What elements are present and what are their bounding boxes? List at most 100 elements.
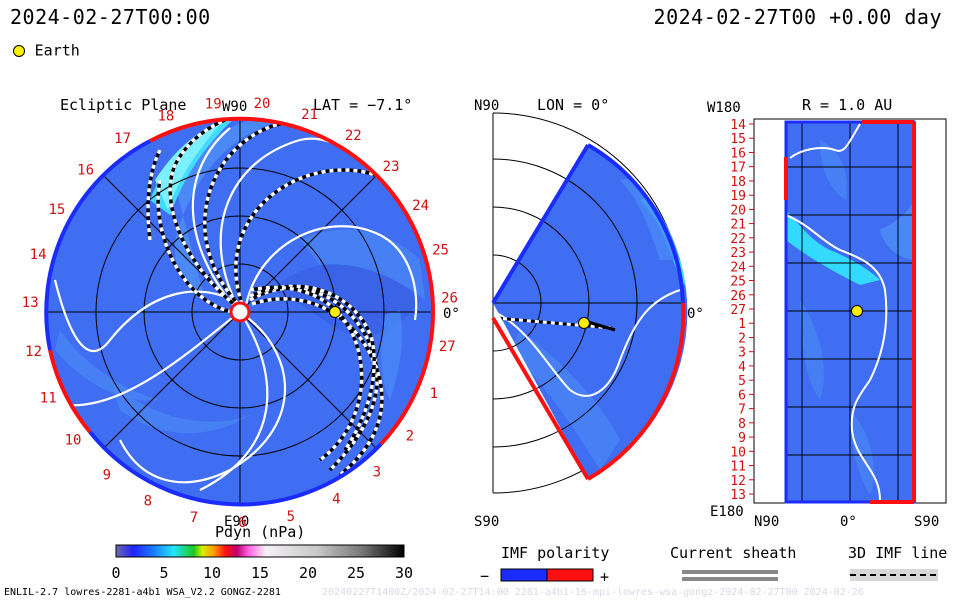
date-left: 2024-02-27T00:00 <box>10 5 211 29</box>
meridional-n90: N90 <box>474 98 499 114</box>
radial-ylabel-26: 26 <box>730 289 746 304</box>
carrington-label-18: 18 <box>157 109 174 125</box>
carrington-label-17: 17 <box>114 131 131 147</box>
radial-ylabel-7: 7 <box>738 403 746 418</box>
colorbar-tick-30: 30 <box>395 564 413 582</box>
radial-ylabel-1: 1 <box>738 317 746 332</box>
imf-polarity-legend: IMF polarity − + <box>480 544 609 586</box>
current-sheath-title: Current sheath <box>670 544 796 562</box>
radial-ylabel-6: 6 <box>738 388 746 403</box>
meridional-wedge <box>493 145 688 479</box>
ecliptic-rim-negative <box>88 430 383 507</box>
radial-ylabel-4: 4 <box>738 360 746 375</box>
radial-panel: W180 R = 1.0 AU E180 N90 0° S90 14151617… <box>707 96 947 530</box>
radial-ylabel-10: 10 <box>730 445 746 460</box>
imf-plus-label: + <box>600 568 609 586</box>
carrington-label-24: 24 <box>412 198 429 214</box>
radial-ylabel-13: 13 <box>730 488 746 503</box>
carrington-label-16: 16 <box>77 163 94 179</box>
colorbar-tick-0: 0 <box>111 564 120 582</box>
radial-ylabel-27: 27 <box>730 303 746 318</box>
ecliptic-title: Ecliptic Plane <box>60 96 186 114</box>
radial-xtick-s90: S90 <box>914 514 939 530</box>
carrington-label-10: 10 <box>65 432 82 448</box>
carrington-label-22: 22 <box>345 128 362 144</box>
radial-title: R = 1.0 AU <box>802 96 892 114</box>
imf-negative-swatch <box>500 568 548 582</box>
date-right: 2024-02-27T00 +0.00 day <box>653 5 942 29</box>
carrington-numbers: 2021222324252627123456789101112131415161… <box>22 96 458 531</box>
colorbar-tick-5: 5 <box>159 564 168 582</box>
radial-ylabel-24: 24 <box>730 260 746 275</box>
radial-ylabel-16: 16 <box>730 147 746 162</box>
radial-ylabel-17: 17 <box>730 161 746 176</box>
carrington-label-2: 2 <box>406 428 414 444</box>
ecliptic-rim-positive <box>149 116 436 446</box>
meridional-title: LON = 0° <box>537 96 609 114</box>
carrington-label-23: 23 <box>383 159 400 175</box>
earth-marker-meridional <box>578 317 590 329</box>
colorbar-tick-20: 20 <box>299 564 317 582</box>
meridional-panel: N90 LON = 0° S90 0° <box>474 96 704 530</box>
imf-minus-label: − <box>480 567 489 585</box>
carrington-label-13: 13 <box>22 295 39 311</box>
imf3d-legend: 3D IMF line <box>848 544 947 581</box>
ecliptic-zero-label: 0° <box>443 306 460 322</box>
carrington-label-12: 12 <box>25 344 42 360</box>
radial-ylabel-8: 8 <box>738 417 746 432</box>
imf-polarity-title: IMF polarity <box>501 544 609 562</box>
ecliptic-structures <box>47 119 433 505</box>
radial-ylabel-25: 25 <box>730 275 746 290</box>
colorbar-gradient <box>115 544 405 558</box>
carrington-label-21: 21 <box>301 107 318 123</box>
colorbar-tick-25: 25 <box>347 564 365 582</box>
radial-ylabel-11: 11 <box>730 460 746 475</box>
radial-ylabel-22: 22 <box>730 232 746 247</box>
colorbar-ticks: 0 5 10 15 20 25 30 <box>111 564 413 582</box>
radial-xtick-0: 0° <box>840 514 857 530</box>
imf3d-title: 3D IMF line <box>848 544 947 562</box>
sun-inner-boundary <box>229 301 251 323</box>
carrington-label-27: 27 <box>439 339 456 355</box>
radial-ylabel-2: 2 <box>738 332 746 347</box>
carrington-label-8: 8 <box>144 494 152 510</box>
carrington-label-25: 25 <box>432 242 449 258</box>
radial-structures <box>786 122 914 502</box>
earth-marker-radial <box>851 305 863 317</box>
ecliptic-w90: W90 <box>222 99 247 115</box>
colorbar-tick-15: 15 <box>251 564 269 582</box>
carrington-label-20: 20 <box>254 96 271 112</box>
radial-ylabel-12: 12 <box>730 474 746 489</box>
radial-ylabel-20: 20 <box>730 203 746 218</box>
meridional-zero-label: 0° <box>687 306 704 322</box>
earth-marker-ecliptic <box>329 306 341 318</box>
radial-ylabel-21: 21 <box>730 218 746 233</box>
carrington-label-5: 5 <box>287 509 295 525</box>
radial-ylabel-19: 19 <box>730 189 746 204</box>
carrington-label-7: 7 <box>190 510 198 526</box>
radial-xtick-n90: N90 <box>754 514 779 530</box>
footer-left: ENLIL-2.7 lowres-2281-a4b1 WSA_V2.2 GONG… <box>4 587 281 598</box>
carrington-label-6: 6 <box>238 515 246 531</box>
carrington-label-4: 4 <box>332 492 340 508</box>
footer-right: 20240227T1400Z/2024-02-27T14:00 2281-a4b… <box>322 587 864 598</box>
ecliptic-panel: Ecliptic Plane LAT = −7.1° W90 E90 0° 20… <box>22 96 460 531</box>
ecliptic-lat-label: LAT = −7.1° <box>313 96 412 114</box>
radial-ylabel-15: 15 <box>730 132 746 147</box>
colorbar: Pdyn (nPa) 0 5 10 15 20 25 30 <box>111 523 413 582</box>
carrington-label-1: 1 <box>430 386 438 402</box>
radial-e180: E180 <box>710 504 744 520</box>
radial-ylabel-23: 23 <box>730 246 746 261</box>
radial-ylabel-14: 14 <box>730 118 746 133</box>
earth-legend: Earth <box>13 40 80 60</box>
radial-y-labels: 1415161718192021222324252627123456789101… <box>730 118 754 503</box>
imf-positive-swatch <box>546 568 594 582</box>
earth-dot-icon <box>13 44 25 57</box>
carrington-label-9: 9 <box>103 467 111 483</box>
radial-ylabel-9: 9 <box>738 431 746 446</box>
radial-ylabel-5: 5 <box>738 374 746 389</box>
colorbar-title: Pdyn (nPa) <box>215 523 305 541</box>
carrington-label-19: 19 <box>205 97 222 113</box>
radial-ylabel-18: 18 <box>730 175 746 190</box>
